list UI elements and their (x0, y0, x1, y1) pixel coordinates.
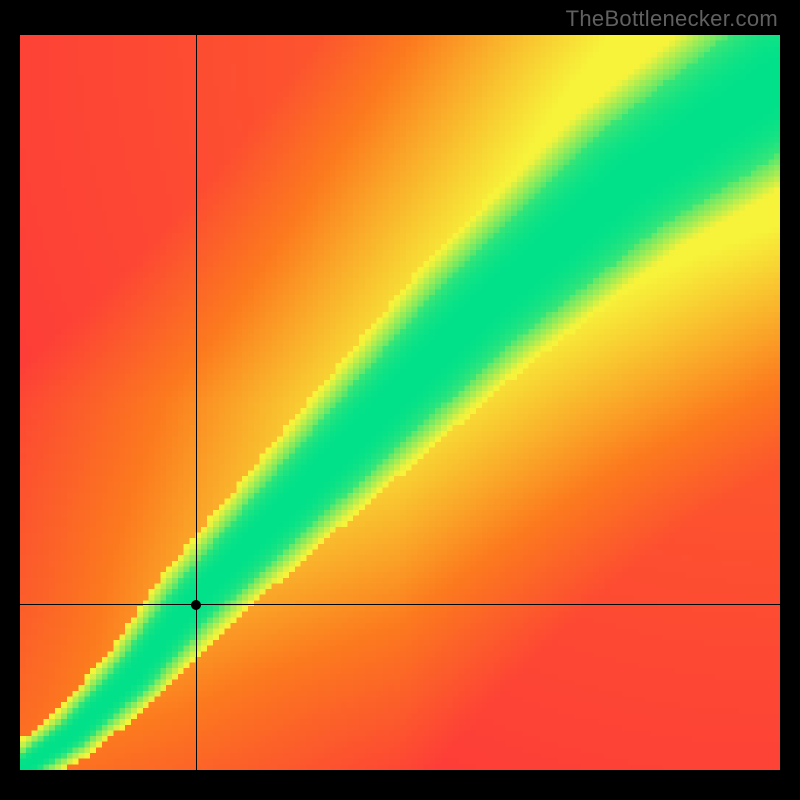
watermark-text: TheBottlenecker.com (566, 6, 778, 32)
bottleneck-heatmap (20, 35, 780, 770)
chart-container: { "watermark": { "text": "TheBottlenecke… (0, 0, 800, 800)
crosshair-marker (191, 600, 201, 610)
crosshair-vertical (196, 35, 197, 770)
crosshair-horizontal (20, 604, 780, 605)
